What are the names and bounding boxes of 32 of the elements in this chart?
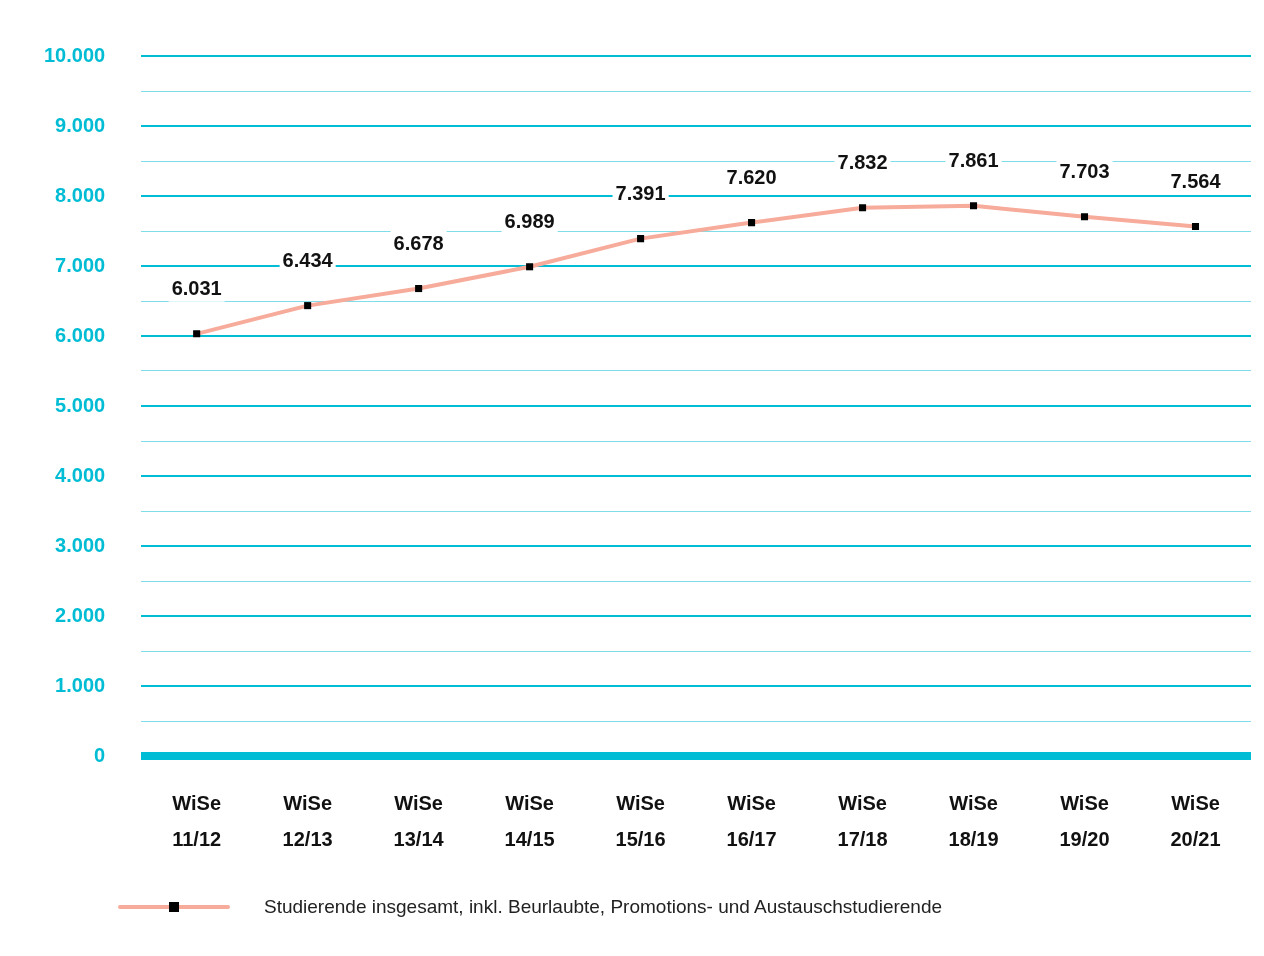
x-tick-label: WiSe 12/13: [282, 791, 333, 850]
y-tick-label: 3.000: [55, 533, 106, 556]
data-label: 7.703: [1059, 160, 1110, 183]
x-tick-label: WiSe 15/16: [615, 791, 666, 850]
x-tick-label: WiSe 20/21: [1170, 791, 1221, 850]
x-tick-label: WiSe 18/19: [948, 791, 999, 850]
data-label: 7.620: [726, 166, 777, 189]
y-tick-label: 10.000: [44, 43, 106, 66]
x-tick-label: WiSe 14/15: [504, 791, 555, 850]
data-label: 6.434: [282, 249, 334, 272]
x-tick-label: WiSe 13/14: [393, 791, 445, 850]
data-label: 6.678: [393, 232, 444, 255]
y-tick-label: 2.000: [55, 603, 106, 626]
x-tick-label: WiSe 16/17: [726, 791, 777, 850]
y-tick-label: 9.000: [55, 113, 106, 136]
y-tick-label: 5.000: [55, 393, 106, 416]
y-tick-label: 4.000: [55, 463, 106, 486]
y-tick-label: 1.000: [55, 673, 106, 696]
x-tick-label: WiSe 17/18: [837, 791, 888, 850]
y-tick-label: 7.000: [55, 253, 106, 276]
x-tick-label: WiSe 19/20: [1059, 791, 1110, 850]
y-tick-label: 6.000: [55, 323, 106, 346]
data-label: 7.861: [948, 149, 999, 172]
y-tick-label: 0: [94, 743, 106, 766]
data-label: 6.031: [171, 277, 222, 300]
data-label: 7.564: [1170, 170, 1222, 193]
y-tick-label: 8.000: [55, 183, 106, 206]
data-label: 7.832: [837, 151, 888, 174]
x-tick-label: WiSe 11/12: [172, 791, 222, 850]
text: Studierende insgesamt, inkl. Beurlaubte, Promotions- und Austauschstudierende: [264, 896, 943, 918]
data-label: 6.989: [504, 210, 555, 233]
data-label: 7.391: [615, 182, 666, 205]
